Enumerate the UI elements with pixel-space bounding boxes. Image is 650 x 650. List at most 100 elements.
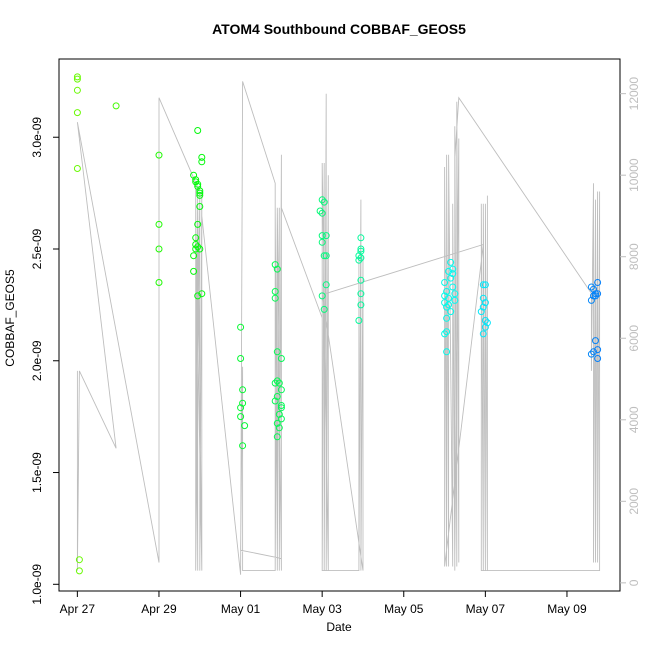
data-point — [273, 348, 281, 356]
data-point — [273, 393, 281, 400]
data-point — [196, 187, 204, 195]
data-point — [275, 424, 283, 432]
data-point — [192, 178, 200, 186]
data-point — [273, 377, 281, 385]
data-point — [443, 314, 451, 322]
data-point — [192, 245, 200, 253]
data-point — [155, 279, 163, 286]
x-axis: Apr 27 Apr 29 May 01 May 03 May 05 May 07 May … — [60, 590, 587, 616]
data-point — [320, 198, 328, 206]
data-point — [190, 171, 198, 179]
y2-tick-label: 2000 — [627, 488, 641, 515]
data-point — [445, 267, 453, 275]
data-point — [155, 245, 163, 253]
data-point — [75, 567, 83, 575]
data-point — [357, 276, 365, 284]
data-point — [479, 294, 487, 302]
data-point — [318, 292, 326, 300]
data-point — [479, 330, 487, 338]
y-tick-label: 2.5e-09 — [30, 228, 44, 269]
data-point — [73, 73, 81, 81]
y2-tick-label: 10000 — [627, 158, 641, 192]
data-point — [196, 189, 204, 197]
data-point — [194, 127, 202, 134]
y2-tick-label: 0 — [627, 579, 641, 586]
data-point — [443, 288, 451, 295]
y-axis: 1.0e-09 1.5e-09 2.0e-09 2.5e-09 3.0e-09 — [30, 117, 59, 605]
data-point — [357, 247, 365, 255]
data-point — [320, 252, 328, 260]
data-point — [445, 301, 453, 309]
data-point — [277, 415, 285, 423]
data-point — [194, 243, 202, 251]
data-point — [155, 220, 163, 228]
data-point — [357, 290, 365, 298]
data-point — [594, 279, 602, 286]
data-point — [441, 299, 449, 307]
data-point — [198, 158, 206, 166]
data-point — [479, 303, 487, 311]
data-point — [271, 288, 279, 295]
data-point — [237, 413, 245, 421]
data-point — [73, 86, 81, 94]
data-point — [322, 232, 330, 240]
y2-tick-label: 12000 — [627, 77, 641, 111]
altitude-trace — [76, 81, 601, 575]
data-point — [271, 379, 279, 387]
data-point — [318, 196, 326, 204]
chart-title: ATOM4 Southbound COBBAF_GEOS5 — [212, 21, 466, 37]
y-tick-label: 1.0e-09 — [30, 564, 44, 605]
data-point — [443, 348, 451, 356]
data-point — [590, 285, 597, 293]
data-point — [239, 386, 247, 394]
data-point — [445, 294, 453, 302]
x-tick-label: May 07 — [466, 602, 506, 616]
data-point — [273, 419, 281, 427]
data-point — [155, 151, 163, 159]
data-point — [357, 245, 365, 253]
altitude-trace-line — [76, 81, 601, 575]
data-point — [449, 265, 457, 273]
data-point — [192, 176, 200, 184]
data-point — [318, 209, 326, 217]
data-point — [441, 292, 449, 300]
data-point — [196, 245, 204, 253]
data-point — [241, 422, 249, 430]
data-point — [447, 308, 455, 316]
data-point — [273, 265, 281, 273]
data-point — [194, 180, 202, 188]
x-tick-label: May 05 — [384, 602, 424, 616]
y-tick-label: 1.5e-09 — [30, 452, 44, 493]
data-point — [318, 238, 326, 246]
data-point — [271, 261, 279, 269]
data-point — [194, 220, 202, 228]
data-point — [441, 330, 449, 338]
data-point — [239, 442, 247, 450]
data-point — [73, 75, 81, 83]
x-tick-label: May 09 — [547, 602, 587, 616]
data-point — [277, 404, 285, 412]
data-point — [75, 556, 83, 564]
data-point — [239, 399, 247, 407]
data-point — [447, 274, 455, 282]
data-point — [447, 258, 455, 266]
data-point — [198, 290, 206, 298]
x-tick-label: May 03 — [302, 602, 342, 616]
data-point — [194, 292, 202, 300]
data-points — [73, 73, 602, 575]
data-point — [355, 252, 363, 260]
data-point — [355, 256, 363, 264]
data-point — [277, 355, 285, 362]
data-point — [271, 294, 279, 302]
data-point — [318, 232, 326, 240]
data-point — [316, 207, 324, 215]
data-point — [481, 323, 489, 331]
data-point — [190, 252, 198, 260]
data-point — [273, 433, 281, 441]
data-point — [587, 296, 595, 304]
data-point — [73, 165, 81, 172]
data-point — [237, 355, 245, 362]
data-point — [587, 283, 595, 291]
data-point — [443, 328, 451, 336]
data-point — [237, 404, 245, 412]
